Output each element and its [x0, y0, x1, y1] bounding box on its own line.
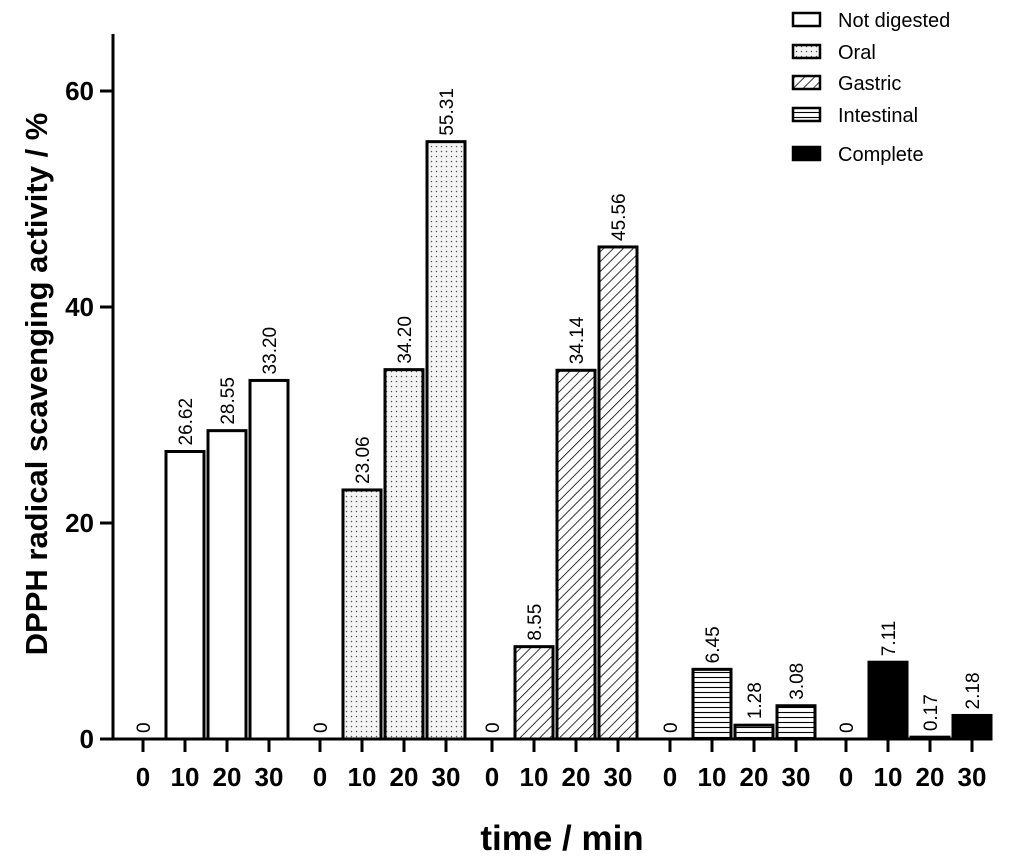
- bar-value-label: 1.28: [745, 682, 766, 719]
- bar: [597, 245, 639, 741]
- bar-value-label: 3.08: [787, 663, 808, 700]
- bar: [909, 735, 951, 741]
- legend-swatch: [791, 11, 822, 28]
- legend-swatch: [791, 106, 822, 123]
- x-tick-label: 0: [313, 762, 327, 792]
- x-axis-label: time / min: [480, 819, 643, 858]
- bar: [733, 723, 775, 741]
- x-tick-label: 30: [255, 762, 284, 792]
- x-tick-label: 20: [740, 762, 769, 792]
- bar-value-label: 0.17: [921, 694, 942, 731]
- bar: [164, 450, 206, 741]
- x-tick-label: 0: [839, 762, 853, 792]
- bar: [951, 713, 993, 741]
- bar-value-label: 28.55: [218, 377, 239, 425]
- bar-value-label: 2.18: [963, 672, 984, 709]
- y-tick-label: 0: [80, 724, 94, 754]
- x-tick-label: 0: [663, 762, 677, 792]
- x-tick-label: 10: [874, 762, 903, 792]
- bar-value-label: 23.06: [353, 436, 374, 484]
- legend-label: Intestinal: [838, 105, 918, 127]
- bar-value-label: 55.31: [437, 88, 458, 136]
- y-axis-label: DPPH radical scavenging activity / %: [19, 113, 54, 656]
- bar-value-label: 34.14: [567, 316, 588, 364]
- x-tick-label: 30: [782, 762, 811, 792]
- bar: [555, 368, 597, 741]
- bar: [867, 660, 909, 741]
- bar: [248, 378, 290, 741]
- legend-label: Oral: [838, 42, 876, 64]
- x-tick-label: 20: [390, 762, 419, 792]
- legend-label: Not digested: [838, 10, 950, 32]
- bar: [775, 704, 817, 741]
- bar: [425, 140, 467, 741]
- bar: [383, 368, 425, 741]
- x-tick-label: 20: [916, 762, 945, 792]
- x-tick-label: 10: [698, 762, 727, 792]
- x-tick-label: 10: [520, 762, 549, 792]
- legend-label: Gastric: [838, 73, 901, 95]
- bar-value-label: 26.62: [176, 398, 197, 446]
- bar-value-label: 33.20: [260, 327, 281, 375]
- x-tick-label: 30: [604, 762, 633, 792]
- x-tick-label: 10: [348, 762, 377, 792]
- legend-swatch: [791, 74, 822, 91]
- y-tick-label: 20: [65, 508, 94, 538]
- bar-value-label: 34.20: [395, 316, 416, 364]
- x-tick-label: 30: [432, 762, 461, 792]
- bar-value-label: 0: [134, 722, 155, 733]
- x-tick-label: 0: [485, 762, 499, 792]
- x-tick-label: 0: [136, 762, 150, 792]
- bar-value-label: 0: [311, 722, 332, 733]
- x-tick-label: 10: [171, 762, 200, 792]
- bar-value-label: 6.45: [703, 626, 724, 663]
- bar-value-label: 0: [483, 722, 504, 733]
- bar: [341, 488, 383, 741]
- bar-value-label: 7.11: [879, 621, 900, 657]
- legend-swatch: [791, 145, 822, 162]
- y-tick-label: 60: [65, 76, 94, 106]
- legend-swatch: [791, 43, 822, 60]
- bar-value-label: 8.55: [525, 604, 546, 641]
- legend-label: Complete: [838, 144, 924, 166]
- x-tick-label: 30: [958, 762, 987, 792]
- bar: [513, 645, 555, 741]
- y-tick-label: 40: [65, 292, 94, 322]
- x-tick-label: 20: [562, 762, 591, 792]
- x-tick-label: 20: [213, 762, 242, 792]
- bar-value-label: 0: [837, 722, 858, 733]
- bar: [691, 667, 733, 741]
- bar-value-label: 45.56: [609, 193, 630, 241]
- bar-value-label: 0: [661, 722, 682, 733]
- bar: [206, 429, 248, 741]
